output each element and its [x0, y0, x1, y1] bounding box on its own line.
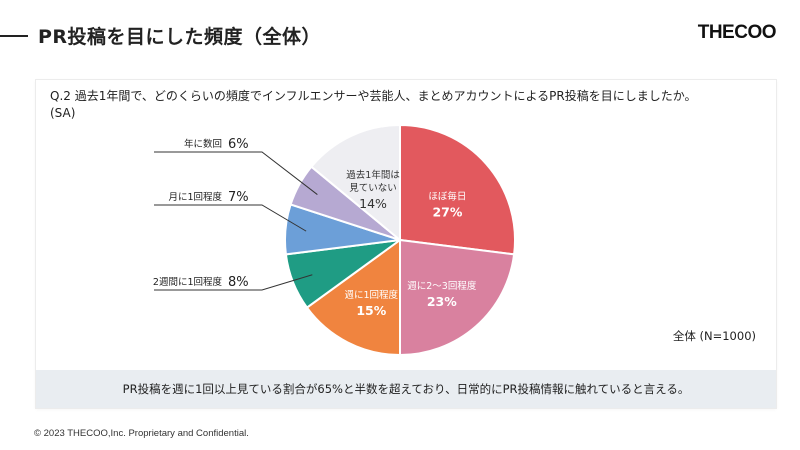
pie-slice-2: [305, 238, 401, 357]
slice-label-6-0: 過去1年間は: [346, 169, 400, 181]
sample-size-label: 全体 (N=1000): [672, 329, 756, 343]
pie-slice-1: [399, 238, 516, 357]
leader-line-3: [154, 274, 313, 291]
leader-line-5: [154, 151, 318, 195]
slice-label-6-1: 見ていない: [349, 183, 397, 194]
slice-label-0: ほぼ毎日: [428, 191, 466, 203]
pie-chart: ほぼ毎日 27% 週に2～3回程度 23% 週に1回程度 15% 2週間に1回程度 8% 月に1…: [153, 123, 516, 357]
leader-line-4: [154, 204, 307, 232]
question-text: Q.2 過去1年間で、どのくらいの頻度でインフルエンサーや芸能人、まとめアカウン…: [50, 88, 696, 122]
slice-label-3: 2週間に1回程度: [153, 276, 223, 288]
slice-value-0: 27%: [432, 205, 462, 220]
slice-value-6: 14%: [359, 196, 387, 211]
slice-label-4: 月に1回程度: [168, 191, 222, 203]
summary-text: PR投稿を週に1回以上見ている割合が65%と半数を超えており、日常的にPR投稿情…: [122, 382, 690, 396]
pie-slice-6: [309, 123, 401, 243]
slice-value-5: 6%: [228, 137, 249, 152]
chart-card: Q.2 過去1年間で、どのくらいの頻度でインフルエンサーや芸能人、まとめアカウン…: [36, 80, 776, 408]
slice-value-3: 8%: [228, 275, 249, 290]
brand-logo: THECOO: [697, 22, 777, 43]
pie-slice-0: [399, 123, 516, 256]
page-title: PR投稿を目にした頻度（全体）: [38, 26, 322, 48]
copyright-text: © 2023 THECOO,Inc. Proprietary and Confi…: [34, 428, 249, 439]
summary-bar: PR投稿を週に1回以上見ている割合が65%と半数を超えており、日常的にPR投稿情…: [36, 370, 776, 408]
slice-label-2: 週に1回程度: [345, 289, 399, 301]
slice-label-5: 年に数回: [184, 138, 222, 150]
slice-label-1: 週に2～3回程度: [407, 280, 477, 292]
question-line-1: Q.2 過去1年間で、どのくらいの頻度でインフルエンサーや芸能人、まとめアカウン…: [50, 89, 697, 103]
title-accent-line: [0, 35, 28, 37]
question-line-2: (SA): [50, 106, 76, 120]
slice-value-1: 23%: [427, 294, 457, 309]
slice-value-2: 15%: [356, 303, 386, 318]
slice-value-4: 7%: [228, 190, 249, 205]
